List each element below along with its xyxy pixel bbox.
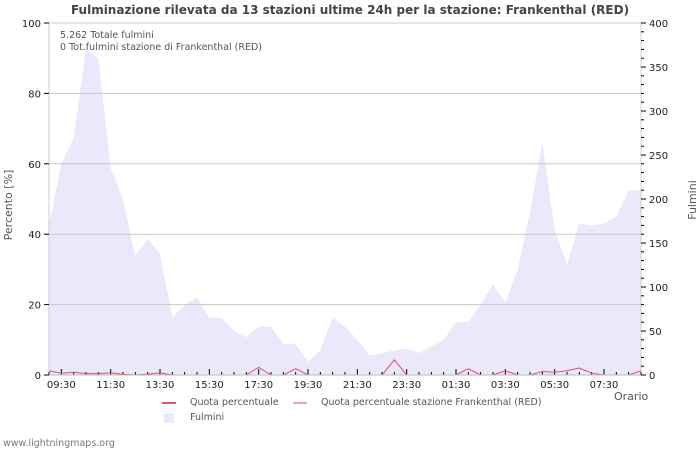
x-tick-label: 17:30 — [244, 380, 273, 391]
right-tick-label: 350 — [649, 63, 668, 74]
legend-fulmini-label: Fulmini — [190, 412, 225, 423]
right-tick-label: 150 — [649, 239, 668, 250]
x-axis-label: Orario — [614, 390, 649, 403]
right-axis-label: Fulmini — [686, 180, 699, 220]
x-tick-label: 15:30 — [195, 380, 224, 391]
right-tick-label: 0 — [649, 371, 655, 382]
right-tick-label: 250 — [649, 151, 668, 162]
left-tick-label: 20 — [28, 301, 41, 312]
right-tick-label: 300 — [649, 107, 668, 118]
legend-quota-station: Quota percentuale stazione Frankenthal (… — [293, 397, 542, 408]
legend-fulmini: Fulmini — [162, 412, 224, 423]
x-tick-label: 13:30 — [146, 380, 175, 391]
left-tick-label: 80 — [28, 89, 41, 100]
right-tick-label: 200 — [649, 195, 668, 206]
left-tick-label: 100 — [22, 19, 41, 30]
legend-box-icon — [164, 412, 174, 423]
x-tick-label: 09:30 — [47, 380, 76, 391]
x-tick-label: 23:30 — [392, 380, 421, 391]
right-tick-label: 400 — [649, 19, 668, 30]
legend-quota-label: Quota percentuale — [190, 397, 279, 408]
x-tick-label: 01:30 — [442, 380, 471, 391]
x-tick-label: 05:30 — [540, 380, 569, 391]
fulmini-area — [49, 49, 641, 376]
footer-link[interactable]: www.lightningmaps.org — [3, 438, 115, 449]
legend-quota: Quota percentuale — [162, 397, 279, 408]
left-tick-label: 60 — [28, 160, 41, 171]
x-tick-label: 19:30 — [294, 380, 323, 391]
x-tick-label: 07:30 — [590, 380, 619, 391]
x-tick-label: 21:30 — [343, 380, 372, 391]
right-tick-label: 50 — [649, 327, 662, 338]
station-strikes-text: 0 Tot.fulmini stazione di Frankenthal (R… — [60, 42, 263, 53]
left-axis-label: Percento [%] — [2, 169, 15, 241]
right-tick-label: 100 — [649, 283, 668, 294]
chart-title: Fulminazione rilevata da 13 stazioni ult… — [70, 3, 630, 17]
left-tick-label: 0 — [35, 371, 41, 382]
x-tick-label: 11:30 — [96, 380, 125, 391]
total-strikes-text: 5.262 Totale fulmini — [60, 30, 154, 41]
legend-line-icon — [293, 401, 307, 404]
left-tick-label: 40 — [28, 230, 41, 241]
legend-quota-station-label: Quota percentuale stazione Frankenthal (… — [321, 397, 542, 408]
x-tick-label: 03:30 — [491, 380, 520, 391]
legend-line-icon — [162, 401, 176, 404]
